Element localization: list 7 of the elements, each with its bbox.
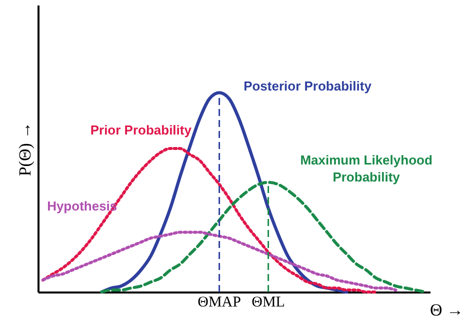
x-tick-label: ΘML <box>252 294 285 310</box>
x-axis-title: Θ → <box>430 300 464 320</box>
series-label: Maximum Likelyhood Probability <box>300 152 432 184</box>
series-label: Prior Probability <box>90 122 192 138</box>
y-axis-title: P(Θ) → <box>16 122 34 176</box>
x-tick-label: ΘMAP <box>198 294 241 310</box>
series-label: Posterior Probability <box>244 78 372 94</box>
